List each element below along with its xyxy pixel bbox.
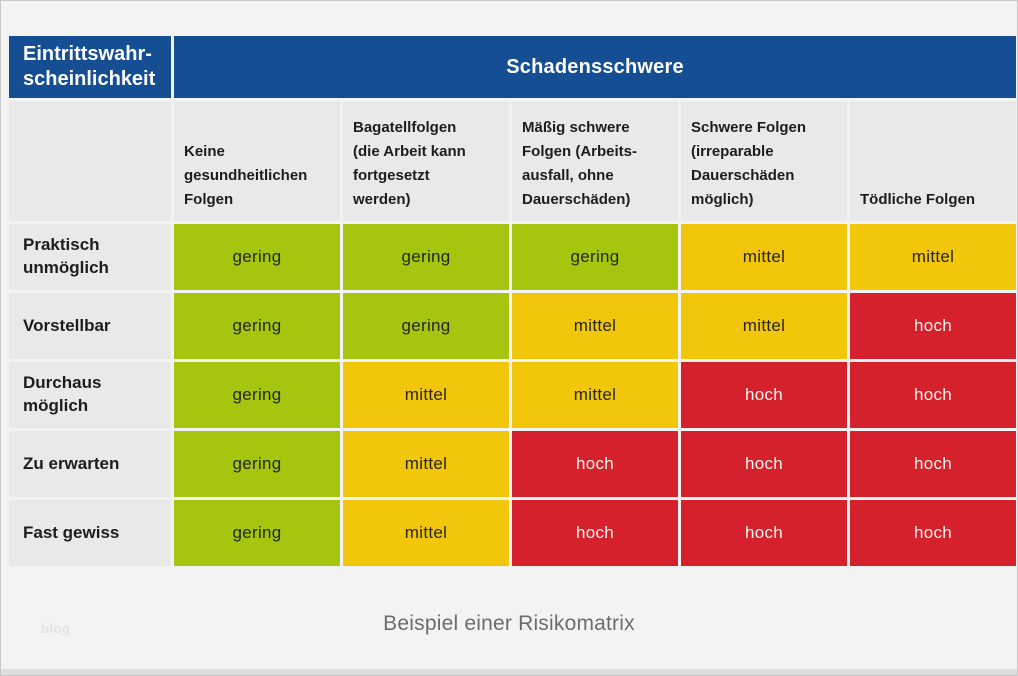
risk-cell-r2c4: mittel <box>681 293 847 359</box>
risk-cell-r4c2: mittel <box>343 431 509 497</box>
risk-cell-r5c2: mittel <box>343 500 509 566</box>
risk-cell-r2c1: gering <box>174 293 340 359</box>
risk-cell-r3c2: mittel <box>343 362 509 428</box>
risk-cell-r4c5: hoch <box>850 431 1016 497</box>
risk-cell-r4c1: gering <box>174 431 340 497</box>
risk-cell-r2c5: hoch <box>850 293 1016 359</box>
risk-cell-r1c3: gering <box>512 224 678 290</box>
bottom-edge-strip <box>1 669 1017 675</box>
risk-cell-r3c1: gering <box>174 362 340 428</box>
col-header-bagatellfolgen: Bagatellfolgen (die Arbeit kann fortgese… <box>343 101 509 221</box>
risk-cell-r1c1: gering <box>174 224 340 290</box>
risk-cell-r5c4: hoch <box>681 500 847 566</box>
risk-cell-r3c3: mittel <box>512 362 678 428</box>
severity-axis-header: Schadensschwere <box>174 36 1016 98</box>
row-label-vorstellbar: Vorstellbar <box>9 293 171 359</box>
risk-cell-r3c4: hoch <box>681 362 847 428</box>
corner-empty-cell <box>9 101 171 221</box>
probability-axis-header: Eintrittswahr- scheinlichkeit <box>9 36 171 98</box>
row-label-durchaus-moeglich: Durchaus möglich <box>9 362 171 428</box>
col-header-maessig-schwere-folgen: Mäßig schwere Folgen (Arbeits- ausfall, … <box>512 101 678 221</box>
risk-matrix-table: Eintrittswahr- scheinlichkeit Schadenssc… <box>9 36 1016 566</box>
risk-cell-r1c5: mittel <box>850 224 1016 290</box>
risk-cell-r5c1: gering <box>174 500 340 566</box>
risk-cell-r5c5: hoch <box>850 500 1016 566</box>
risk-cell-r3c5: hoch <box>850 362 1016 428</box>
row-label-fast-gewiss: Fast gewiss <box>9 500 171 566</box>
risk-cell-r5c3: hoch <box>512 500 678 566</box>
risk-cell-r4c4: hoch <box>681 431 847 497</box>
risk-cell-r1c4: mittel <box>681 224 847 290</box>
col-header-keine-gesundheitlichen-folgen: Keine gesundheitlichen Folgen <box>174 101 340 221</box>
figure-caption: Beispiel einer Risikomatrix <box>383 612 635 635</box>
risk-cell-r2c2: gering <box>343 293 509 359</box>
watermark-blog: blog <box>41 621 71 636</box>
row-label-zu-erwarten: Zu erwarten <box>9 431 171 497</box>
risk-cell-r2c3: mittel <box>512 293 678 359</box>
row-label-praktisch-unmoeglich: Praktisch unmöglich <box>9 224 171 290</box>
risk-cell-r1c2: gering <box>343 224 509 290</box>
col-header-toedliche-folgen: Tödliche Folgen <box>850 101 1016 221</box>
risk-cell-r4c3: hoch <box>512 431 678 497</box>
col-header-schwere-folgen: Schwere Folgen (irreparable Dauerschäden… <box>681 101 847 221</box>
